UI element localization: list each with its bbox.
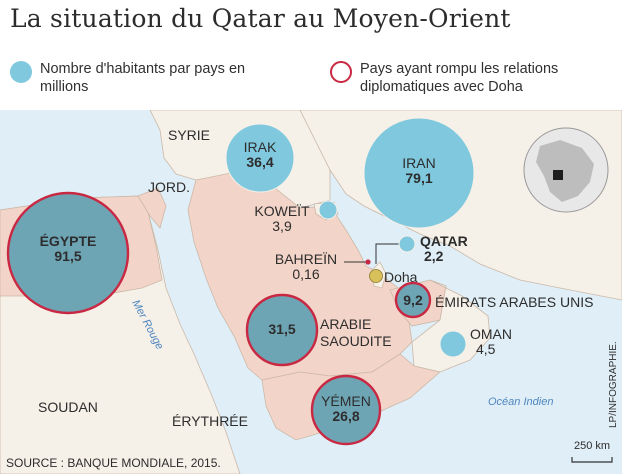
koweit-value: 3,9 [272, 218, 292, 234]
scale-label: 250 km [574, 440, 611, 452]
map: ÉGYPTE 91,5 IRAK 36,4 IRAN 79,1 KOWEÏT 3… [0, 110, 622, 474]
egypt-name: ÉGYPTE [39, 233, 97, 249]
qatar-label: QATAR 2,2 [420, 234, 468, 264]
iran-label: IRAN 79,1 [384, 156, 454, 186]
credit-label: LP/INFOGRAPHIE. [608, 341, 619, 428]
bahrein-name: BAHREÏN [274, 251, 338, 267]
arabie-value: 31,5 [268, 321, 296, 337]
qatar-circle [398, 235, 416, 253]
egypt-value: 91,5 [54, 248, 82, 264]
arabie-name: ARABIE SAOUDITE [320, 316, 392, 349]
erythree-label: ÉRYTHRÉE [172, 413, 248, 429]
globe-inset [523, 127, 609, 213]
irak-circle [225, 123, 295, 193]
emirats-circle [394, 281, 432, 319]
ocean-indien-label: Océan Indien [488, 396, 554, 408]
irak-label: IRAK 36,4 [230, 140, 290, 170]
koweit-circle [318, 200, 338, 220]
oman-circle [439, 330, 467, 358]
bahrein-label: BAHREÏN 0,16 [270, 252, 342, 282]
legend-population: Nombre d'habitants par pays en millions [10, 60, 270, 96]
yemen-circle [310, 374, 382, 446]
qatar-name: QATAR [420, 233, 468, 249]
oman-label: OMAN 4,5 [470, 327, 512, 357]
emirats-name: ÉMIRATS ARABES UNIS [435, 294, 594, 310]
oman-value: 4,5 [476, 341, 496, 357]
legend-rupture-label: Pays ayant rompu les relations diplomati… [360, 61, 559, 95]
oman-name: OMAN [470, 326, 512, 342]
bahrein-value: 0,16 [292, 266, 320, 282]
jordanie-label: JORD. [148, 179, 190, 195]
doha-label: Doha [384, 269, 418, 285]
egypt-label: ÉGYPTE 91,5 [20, 234, 116, 264]
qatar-pointer-line [375, 243, 406, 264]
map-svg [0, 110, 622, 474]
irak-name: IRAK [243, 139, 277, 155]
emirats-value: 9,2 [403, 292, 423, 308]
koweit-name: KOWEÏT [254, 203, 310, 219]
irak-value: 36,4 [246, 154, 274, 170]
doha-marker [369, 269, 383, 283]
qatar-value: 2,2 [424, 248, 444, 264]
bahrein-marker [365, 259, 371, 265]
arabie-circle [245, 293, 319, 367]
yemen-name: YÉMEN [321, 393, 371, 409]
iran-name: IRAN [402, 155, 436, 171]
soudan-label: SOUDAN [38, 399, 98, 415]
iran-circle [363, 117, 475, 229]
iran-value: 79,1 [405, 170, 433, 186]
yemen-value: 26,8 [332, 408, 360, 424]
yemen-label: YÉMEN 26,8 [316, 394, 376, 424]
sinai-land [137, 187, 167, 229]
egypt-circle [6, 191, 130, 315]
scale-bar [571, 457, 613, 463]
globe-location-marker [553, 170, 563, 180]
syrie-label: SYRIE [168, 127, 211, 143]
source-label: SOURCE : BANQUE MONDIALE, 2015. [6, 456, 221, 470]
map-title: La situation du Qatar au Moyen-Orient [10, 4, 511, 33]
legend-rupture: Pays ayant rompu les relations diplomati… [330, 60, 615, 96]
koweit-label: KOWEÏT 3,9 [254, 204, 310, 234]
rupture-ring-icon [330, 61, 352, 83]
legend-population-label: Nombre d'habitants par pays en millions [40, 61, 246, 95]
population-circle-icon [10, 61, 32, 83]
